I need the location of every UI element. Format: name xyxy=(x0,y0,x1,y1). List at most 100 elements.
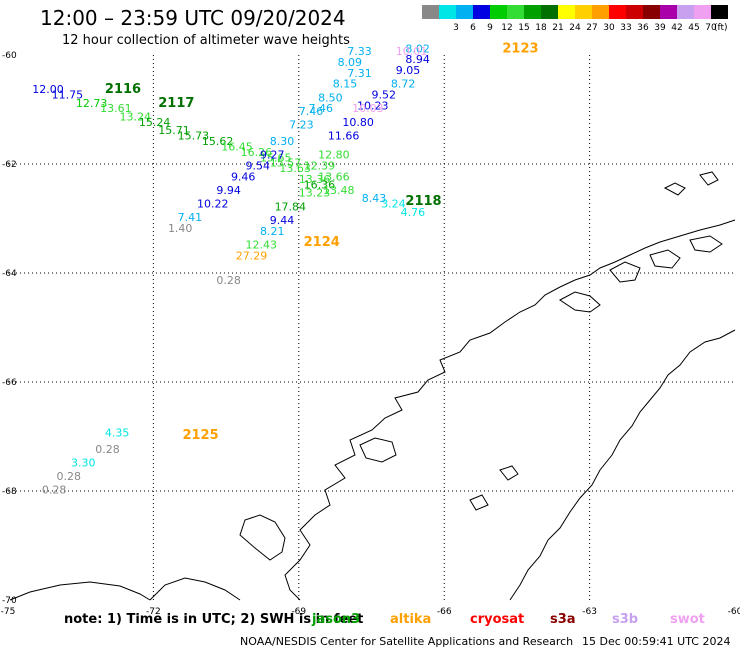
swh-value: 15.24 xyxy=(139,116,171,129)
lon-tick-label: -60 xyxy=(728,607,740,617)
footer: NOAA/NESDIS Center for Satellite Applica… xyxy=(0,633,740,649)
lat-tick-label: -60 xyxy=(2,51,17,61)
track-label: 2123 xyxy=(502,41,538,56)
legend-swatch xyxy=(558,5,575,19)
coastline-segment xyxy=(559,291,601,313)
note-text: note: 1) Time is in UTC; 2) SWH is in fe… xyxy=(64,612,364,627)
coastline-segment xyxy=(499,465,519,481)
lon-tick-label: -75 xyxy=(1,607,16,617)
footer-source: NOAA/NESDIS Center for Satellite Applica… xyxy=(240,635,574,648)
wave-height-values: 12.0011.7512.7313.6113.2415.2415.7115.73… xyxy=(32,42,430,496)
mission-s3a: s3a xyxy=(550,612,576,627)
legend-swatch xyxy=(575,5,592,19)
swh-value: 10.80 xyxy=(342,116,374,129)
lat-tick-label: -70 xyxy=(2,596,17,606)
lon-tick-label: -63 xyxy=(582,607,597,617)
swh-value: 9.44 xyxy=(270,214,295,227)
swh-value: 8.72 xyxy=(391,78,416,91)
swh-value: 10.23 xyxy=(357,100,389,113)
legend-swatch xyxy=(711,5,728,19)
swh-value: 9.94 xyxy=(216,184,241,197)
legend-swatch xyxy=(643,5,660,19)
swh-value: 16.36 xyxy=(304,179,336,192)
coastline-segment xyxy=(649,249,681,269)
legend-swatch xyxy=(507,5,524,19)
legend-label: 24 xyxy=(569,23,581,33)
swh-value: 13.66 xyxy=(318,170,350,183)
swh-value: 15.62 xyxy=(202,135,234,148)
swh-value: 9.05 xyxy=(396,64,421,77)
mission-swot: swot xyxy=(670,612,705,627)
swh-value: 12.73 xyxy=(76,97,108,110)
swh-value: 8.94 xyxy=(405,53,430,66)
legend-label: 36 xyxy=(637,23,649,33)
swh-value: 10.22 xyxy=(197,198,229,211)
track-label: 2124 xyxy=(304,235,340,250)
legend-label: 9 xyxy=(487,23,493,33)
swh-value: 13.36 xyxy=(299,173,331,186)
legend-swatch xyxy=(626,5,643,19)
swh-value: 7.23 xyxy=(289,119,314,132)
swh-value: 27.29 xyxy=(236,249,268,262)
legend-swatch xyxy=(524,5,541,19)
mission-jason3: jason3 xyxy=(312,612,361,627)
swh-value: 3.24 xyxy=(381,198,406,211)
legend-label: 27 xyxy=(586,23,597,33)
legend-label: 6 xyxy=(470,23,476,33)
legend-swatch xyxy=(677,5,694,19)
legend-label: 15 xyxy=(518,23,529,33)
lon-tick-label: -66 xyxy=(437,607,452,617)
track-label: 2117 xyxy=(158,96,194,111)
mission-altika: altika xyxy=(390,612,432,627)
coastline xyxy=(9,171,736,601)
swh-value: 12.80 xyxy=(318,149,350,162)
swh-value: 9.46 xyxy=(231,170,256,183)
axis-labels: -75 -72 -69 -66 -63 -60 -60 -62 -64 -66 -68 -70 xyxy=(1,51,740,617)
swh-value: 15.73 xyxy=(178,129,210,142)
swh-value: 8.15 xyxy=(333,78,358,91)
swh-value: 7.31 xyxy=(347,67,372,80)
swh-value: 8.43 xyxy=(362,192,387,205)
legend-swatch xyxy=(660,5,677,19)
swh-value: 8.50 xyxy=(318,91,343,104)
legend-swatch xyxy=(490,5,507,19)
swh-value: 12.39 xyxy=(304,159,336,172)
swh-value: 12.43 xyxy=(245,238,277,251)
swh-value: 9.27 xyxy=(260,149,285,162)
coastline-segment xyxy=(699,171,719,186)
swh-value: 9.54 xyxy=(245,159,270,172)
lat-tick-label: -62 xyxy=(2,160,17,170)
swh-value: 7.41 xyxy=(178,211,203,224)
swh-value: 7.33 xyxy=(347,45,372,58)
swh-value: 10.01 xyxy=(396,45,428,58)
swh-value: 1.40 xyxy=(168,222,193,235)
swh-value: 16.45 xyxy=(221,140,253,153)
coastline-segment xyxy=(509,329,736,601)
track-label: 2116 xyxy=(105,82,141,97)
legend-swatch xyxy=(609,5,626,19)
legend-swatch xyxy=(592,5,609,19)
coastline-segment xyxy=(284,219,736,601)
coastline-segment xyxy=(9,581,151,601)
legend-label: 18 xyxy=(535,23,547,33)
swh-value: 8.02 xyxy=(405,42,430,55)
grid-lines xyxy=(8,55,735,600)
legend-label: 12 xyxy=(501,23,512,33)
legend-label: 39 xyxy=(654,23,666,33)
legend-swatch xyxy=(422,5,439,19)
swh-value: 11.66 xyxy=(328,129,360,142)
coastline-segment xyxy=(239,514,286,561)
lat-tick-label: -66 xyxy=(2,378,17,388)
swh-value: 13.63 xyxy=(279,162,311,175)
legend-label: 33 xyxy=(620,23,631,33)
mission-s3b: s3b xyxy=(612,612,639,627)
legend-label: 21 xyxy=(552,23,563,33)
legend-label: 30 xyxy=(603,23,615,33)
track-labels: 2116 2117 2118 2123 2124 2125 xyxy=(105,41,539,443)
page-subtitle: 12 hour collection of altimeter wave hei… xyxy=(62,33,350,48)
coastline-segment xyxy=(663,182,686,196)
swh-value: 9.52 xyxy=(372,89,397,102)
swh-value: 17.84 xyxy=(275,200,307,213)
